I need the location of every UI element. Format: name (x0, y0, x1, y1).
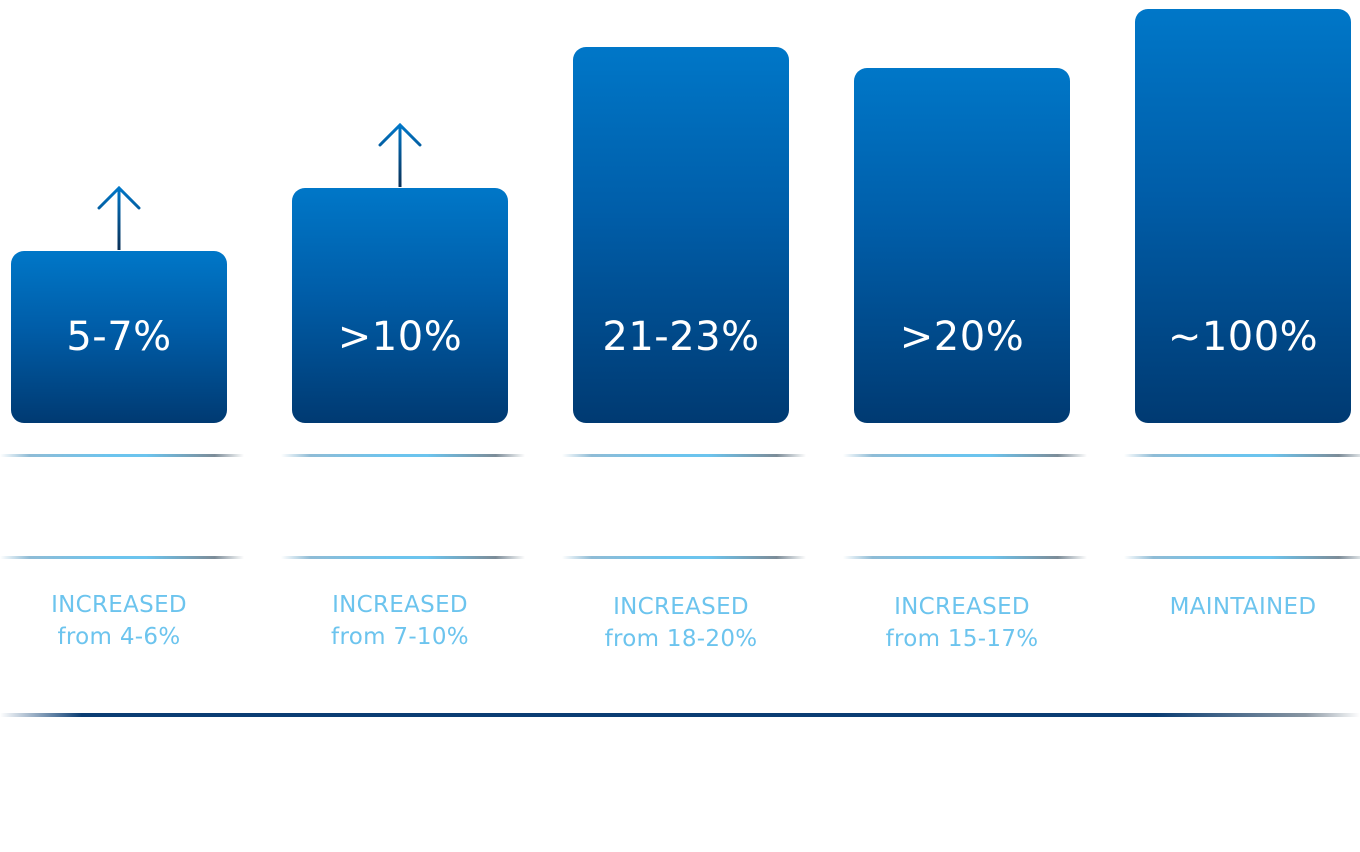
chart-baseline (0, 713, 1360, 717)
bar-5 (1135, 9, 1351, 423)
caption-status-text: INCREASED (51, 592, 187, 618)
bar-value-label: 5-7% (66, 314, 172, 360)
arrow-up-icon (97, 186, 141, 250)
bar-4 (854, 68, 1070, 423)
upper-divider-line (562, 454, 806, 457)
upper-divider-line (1124, 454, 1360, 457)
lower-divider-line (281, 556, 525, 559)
caption-previous-range: from 15-17% (885, 626, 1039, 652)
bar-3 (573, 47, 789, 423)
lower-divider-line (1124, 556, 1360, 559)
caption-previous-range: from 7-10% (331, 624, 469, 650)
arrow-up-icon (378, 123, 422, 187)
bar-value-label: >20% (899, 314, 1025, 360)
bar-1 (11, 251, 227, 423)
upper-divider-line (0, 454, 244, 457)
lower-divider-line (562, 556, 806, 559)
caption-status-text: INCREASED (613, 594, 749, 620)
caption-previous-range: from 4-6% (57, 624, 181, 650)
bar-2 (292, 188, 508, 423)
bar-caption: INCREASED from 7-10% (282, 589, 518, 653)
bar-caption: INCREASED from 18-20% (563, 591, 799, 655)
caption-status-text: INCREASED (894, 594, 1030, 620)
upper-divider-line (843, 454, 1087, 457)
upper-divider-line (281, 454, 525, 457)
caption-status-text: MAINTAINED (1169, 594, 1317, 620)
lower-divider-line (843, 556, 1087, 559)
bar-caption: MAINTAINED (1125, 591, 1360, 623)
lower-divider-line (0, 556, 244, 559)
bar-value-label: ~100% (1167, 314, 1319, 360)
bar-value-label: 21-23% (602, 314, 760, 360)
bar-caption: INCREASED from 15-17% (844, 591, 1080, 655)
bar-value-label: >10% (337, 314, 463, 360)
caption-status-text: INCREASED (332, 592, 468, 618)
bar-caption: INCREASED from 4-6% (1, 589, 237, 653)
caption-previous-range: from 18-20% (604, 626, 758, 652)
